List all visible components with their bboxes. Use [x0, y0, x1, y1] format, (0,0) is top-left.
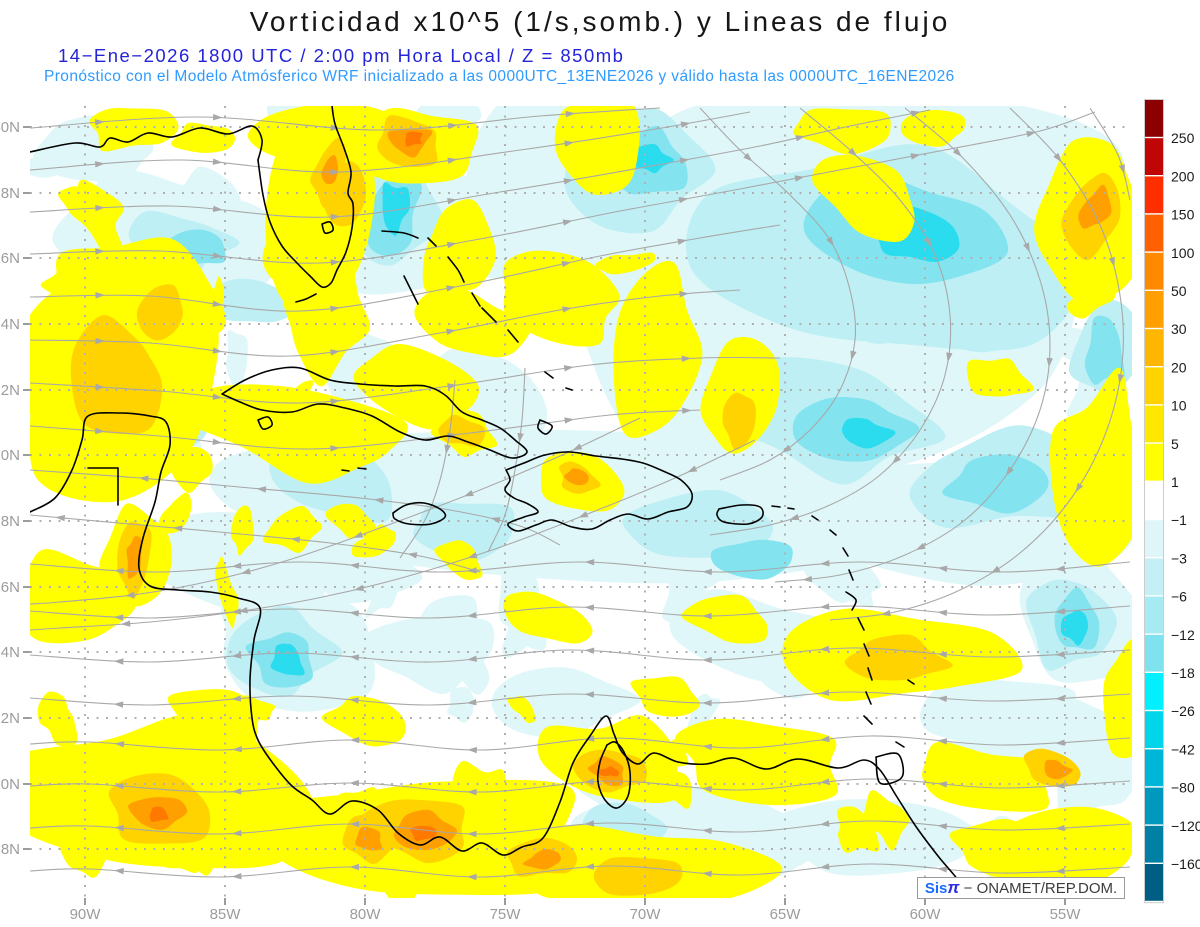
lat-tick-label: 30N [0, 119, 20, 136]
colorbar-swatch [1145, 787, 1163, 825]
colorbar-swatch [1145, 100, 1163, 137]
model-run-subtitle: Pronóstico con el Modelo Atmósferico WRF… [44, 68, 955, 85]
streamlines-layer [30, 107, 1131, 881]
colorbar-tick-label: 10 [1171, 398, 1187, 414]
colorbar-tick-label: −120 [1171, 818, 1200, 834]
colorbar-tick-label: −42 [1171, 741, 1195, 757]
lat-tick-label: 14N [0, 644, 20, 661]
colorbar-tick-label: 30 [1171, 321, 1187, 337]
lon-tick-label: 85W [210, 906, 242, 923]
colorbar-tick-label: −26 [1171, 703, 1195, 719]
attribution-box: Sisπ − ONAMET/REP.DOM. [917, 877, 1125, 899]
lat-tick-label: 16N [0, 579, 20, 596]
colorbar-swatch [1145, 558, 1163, 596]
colorbar-tick-label: 5 [1171, 436, 1179, 452]
lon-tick-label: 60W [910, 906, 942, 923]
colorbar-tick-label: −3 [1171, 550, 1187, 566]
colorbar-swatch [1145, 252, 1163, 290]
colorbar-swatch [1145, 482, 1163, 519]
colorbar-swatch [1145, 634, 1163, 672]
colorbar-swatch [1145, 673, 1163, 710]
page-title: Vorticidad x10^5 (1/s,somb.) y Lineas de… [249, 6, 951, 37]
lon-tick-label: 75W [490, 906, 522, 923]
colorbar-tick-label: 50 [1171, 283, 1187, 299]
colorbar-swatch [1145, 291, 1163, 328]
colorbar-tick-label: 20 [1171, 359, 1187, 375]
lat-tick-label: 22N [0, 382, 20, 399]
lat-tick-label: 8N [1, 841, 20, 858]
axis-labels-layer: 30N 28N 26N 24N 22N 20N 18N 16N 14N 12N 10N 8N 90W 85… [0, 119, 1081, 923]
colorbar-swatch [1145, 214, 1163, 252]
colorbar-swatch [1145, 405, 1163, 443]
colorbar-tick-label: −1 [1171, 512, 1187, 528]
lat-tick-label: 20N [0, 447, 20, 464]
lon-tick-label: 80W [350, 906, 382, 923]
attribution-separator: − [963, 880, 973, 897]
colorbar-tick-label: −6 [1171, 589, 1187, 605]
colorbar-tick-label: 250 [1171, 130, 1195, 146]
lat-tick-label: 28N [0, 185, 20, 202]
lon-tick-label: 90W [70, 906, 102, 923]
colorbar-swatch [1145, 329, 1163, 366]
lat-tick-label: 24N [0, 316, 20, 333]
lon-tick-label: 65W [770, 906, 802, 923]
datetime-subtitle: 14−Ene−2026 1800 UTC / 2:00 pm Hora Loca… [58, 45, 625, 66]
colorbar-swatch [1145, 825, 1163, 863]
colorbar-swatch [1145, 367, 1163, 405]
colorbar-swatch [1145, 443, 1163, 481]
colorbar-tick-label: 100 [1171, 245, 1195, 261]
colorbar-swatch [1145, 749, 1163, 787]
coastline-layer [30, 106, 969, 898]
lat-tick-label: 26N [0, 250, 20, 267]
lat-tick-label: 10N [0, 776, 20, 793]
colorbar-tick-label: −18 [1171, 665, 1195, 681]
attribution-brand-symbol: π [947, 878, 960, 897]
colorbar: 250 200 150 100 50 30 20 10 5 1 −1 −3 −6 −12 −18 −26 −42… [1144, 99, 1200, 904]
colorbar-tick-label: −160 [1171, 856, 1200, 872]
colorbar-swatch [1145, 176, 1163, 214]
colorbar-swatch [1145, 711, 1163, 748]
lat-tick-label: 18N [0, 513, 20, 530]
colorbar-tick-label: −80 [1171, 780, 1195, 796]
attribution-organization: ONAMET/REP.DOM. [972, 880, 1118, 897]
lat-tick-label: 12N [0, 710, 20, 727]
lon-tick-label: 55W [1050, 906, 1082, 923]
colorbar-swatch [1145, 520, 1163, 557]
colorbar-tick-label: 200 [1171, 168, 1195, 184]
latlon-grid-layer [30, 106, 1132, 898]
colorbar-swatch [1145, 138, 1163, 175]
lon-tick-label: 70W [630, 906, 662, 923]
colorbar-tick-label: −12 [1171, 627, 1195, 643]
colorbar-swatch [1145, 596, 1163, 634]
colorbar-tick-label: 1 [1171, 474, 1179, 490]
attribution-brand: Sis [924, 880, 948, 897]
colorbar-tick-label: 150 [1171, 207, 1195, 223]
colorbar-swatch [1145, 864, 1163, 901]
